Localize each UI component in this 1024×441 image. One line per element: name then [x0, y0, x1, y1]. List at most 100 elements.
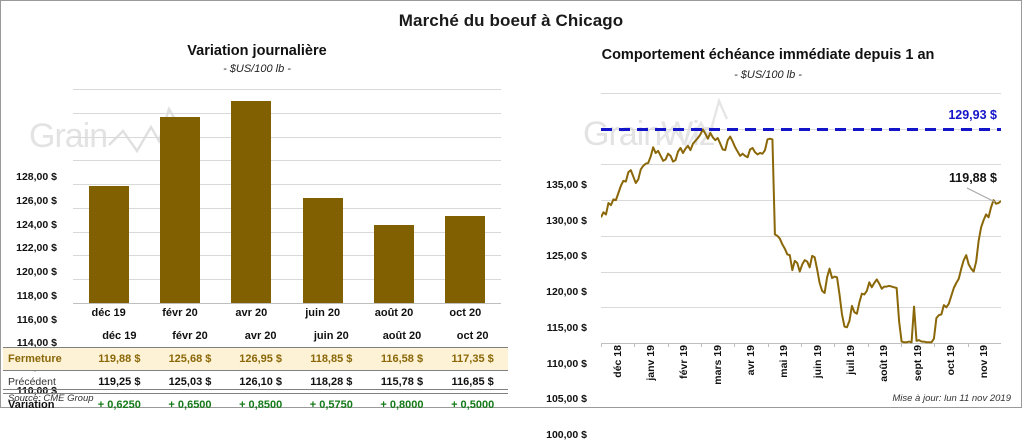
table-cell: + 0,5000	[451, 399, 495, 411]
table-cell: + 0,6500	[168, 399, 212, 411]
watermark-right: GrainWiz	[583, 97, 729, 154]
line-x-tick-label: déc 18	[611, 345, 624, 378]
line-grid-line	[601, 164, 1001, 166]
line-grid-line	[601, 200, 1001, 202]
annotation-leader-line	[966, 187, 996, 203]
table-cell: 117,35 $	[451, 353, 494, 365]
bar	[302, 197, 343, 303]
line-x-tick-mark	[634, 343, 636, 347]
table-cell: 118,85 $	[310, 353, 353, 365]
line-x-tick-label: nov 19	[978, 345, 991, 379]
bar-x-tick-label: févr 20	[162, 307, 198, 319]
line-y-tick-label: 135,00 $	[546, 179, 587, 191]
line-y-tick-label: 125,00 $	[546, 250, 587, 263]
table-cell: 116,85 $	[451, 376, 494, 388]
reference-line	[601, 127, 1001, 131]
line-chart-plot-area: GrainWiz 129,93 $ 119,88 $	[583, 93, 1001, 347]
line-x-tick-label: sept 19	[911, 345, 924, 382]
line-x-tick-mark	[901, 343, 902, 347]
table-header-row: déc 19 févr 20 avr 20 juin 20 août 20 oc…	[3, 325, 508, 348]
table-corner-cell	[3, 325, 84, 348]
line-x-tick-mark	[801, 343, 802, 347]
bar	[374, 224, 414, 303]
right-panel: Comportement échéance immédiate depuis 1…	[513, 1, 1023, 409]
bar-grid-line	[73, 255, 501, 257]
table-cell: 125,68 $	[168, 353, 212, 365]
table-row-fermeture: Fermeture 119,88 $ 125,68 $ 126,95 $ 118…	[3, 347, 508, 371]
bar-chart-x-axis: déc 19 févr 20 avr 20 juin 20 août 20 oct 20	[73, 307, 501, 325]
source-label: Source: CME Group	[8, 393, 94, 404]
line-y-tick-label: 110,00 $	[546, 357, 587, 370]
reference-line-label: 129,93 $	[948, 108, 997, 123]
table-cell: 116,58 $	[380, 353, 424, 365]
line-x-tick-mark	[667, 343, 669, 347]
table-cell: + 0,6250	[97, 399, 141, 411]
bar	[445, 215, 486, 303]
line-x-tick-label: juin 19	[811, 345, 824, 379]
table-col-header: oct 20	[456, 330, 489, 342]
right-chart-title: Comportement échéance immédiate depuis 1…	[601, 47, 935, 63]
line-chart-x-axis: déc 18 janv 19 févr 19 mars 19 avr 19 mai 19 j…	[601, 345, 1001, 401]
line-x-tick-label: janv 19	[645, 345, 657, 381]
bar	[231, 101, 272, 303]
line-chart-y-axis: 100,00 $ 105,00 $ 110,00 $ 115,00 $ 120,00 $…	[513, 93, 595, 441]
watermark-chart-icon	[108, 106, 179, 154]
bar-x-tick-label: août 20	[374, 307, 414, 319]
table-col-header: déc 19	[102, 330, 137, 342]
line-x-tick-label: juil 19	[845, 345, 857, 375]
bar-y-tick-label: 114,00 $	[16, 337, 57, 350]
line-x-tick-label: août 19	[878, 345, 891, 382]
left-chart-title: Variation journalière	[187, 43, 327, 59]
table-col-header: août 20	[382, 330, 422, 342]
line-y-tick-label: 100,00 $	[546, 429, 587, 441]
line-x-tick-mark	[867, 343, 869, 347]
line-y-tick-label: 120,00 $	[546, 286, 587, 299]
left-panel: Variation journalière - $US/100 lb -	[1, 1, 513, 409]
bar	[88, 185, 129, 303]
table-cell: 125,03 $	[168, 376, 212, 388]
bar-grid-line	[73, 303, 501, 304]
line-y-tick-label: 130,00 $	[546, 214, 587, 227]
bar-y-tick-label: 112,00 $	[16, 361, 57, 374]
line-x-tick-label: oct 19	[945, 345, 957, 376]
line-x-tick-mark	[934, 343, 936, 347]
bar-x-tick-label: déc 19	[91, 307, 126, 319]
table-bottom-divider	[3, 389, 508, 390]
bar-grid-line	[73, 112, 501, 114]
page-title: Marché du boeuf à Chicago	[398, 11, 624, 30]
bar-grid-line	[73, 136, 501, 138]
bar-y-tick-label: 110,00 $	[16, 385, 57, 397]
line-y-tick-label: 115,00 $	[546, 321, 587, 334]
bar-grid-line	[73, 160, 501, 162]
right-chart-subtitle: - $US/100 lb -	[734, 69, 802, 81]
table-col-header: févr 20	[172, 330, 208, 342]
bar	[160, 116, 200, 303]
table-cell: 126,10 $	[239, 376, 283, 388]
table-cell: 119,88 $	[98, 353, 141, 365]
left-chart-subtitle: - $US/100 lb -	[223, 63, 291, 75]
line-grid-line	[601, 271, 1001, 273]
line-x-tick-mark	[967, 343, 969, 347]
table-col-header: avr 20	[244, 330, 277, 342]
table-row-variation: Variation + 0,6250 + 0,6500 + 0,8500 + 0…	[3, 393, 508, 417]
bar-y-tick-label: 118,00 $	[16, 289, 57, 302]
bar-x-tick-label: avr 20	[235, 307, 268, 319]
table-row-precedent: Précédent 119,25 $ 125,03 $ 126,10 $ 118…	[3, 371, 508, 394]
line-x-tick-mark	[767, 343, 769, 347]
line-series	[601, 128, 1001, 344]
line-grid-line	[601, 93, 1001, 94]
line-x-tick-label: mars 19	[711, 345, 724, 385]
watermark-left: Grain	[29, 106, 179, 156]
bar-grid-line	[73, 184, 501, 186]
table-row-label: Précédent	[8, 376, 56, 388]
bar-chart-plot-area: Grain	[29, 89, 501, 304]
bar-grid-line	[73, 279, 501, 281]
line-x-tick-mark	[734, 343, 736, 347]
table-cell: + 0,8500	[239, 399, 283, 411]
bar-y-tick-label: 116,00 $	[16, 313, 57, 326]
bar-chart-y-axis: 110,00 $ 112,00 $ 114,00 $ 116,00 $ 118,00 $…	[1, 89, 67, 397]
bar-grid-line	[73, 89, 501, 90]
bar-x-tick-label: oct 20	[449, 307, 482, 319]
table-cell: 115,78 $	[380, 376, 424, 388]
